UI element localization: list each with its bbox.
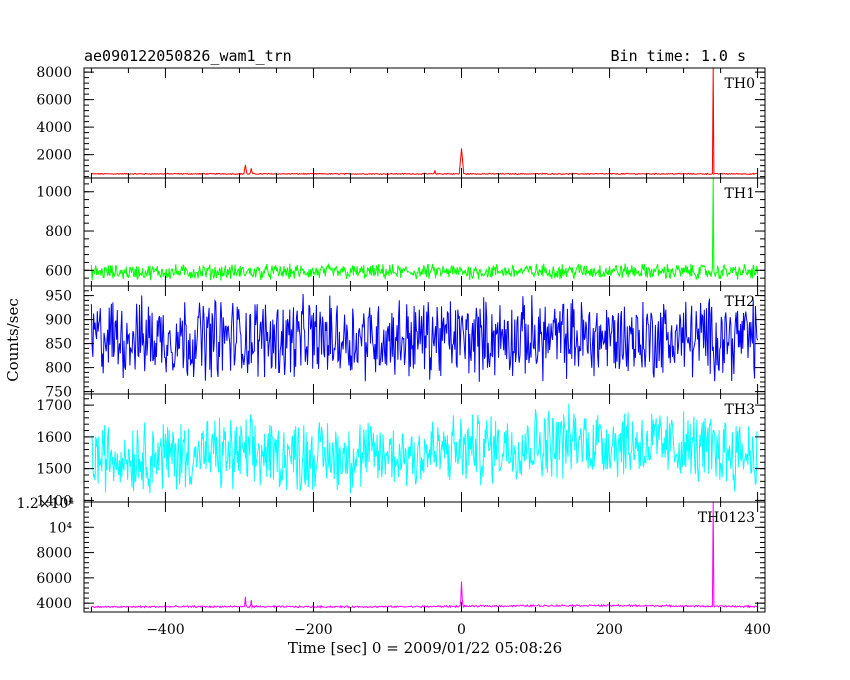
x-tick-label: 400 bbox=[744, 622, 771, 638]
bin-time-label: Bin time: 1.0 s bbox=[611, 47, 746, 65]
y-axis-label: Counts/sec bbox=[4, 298, 22, 382]
panel-label-th0: TH0 bbox=[725, 76, 755, 92]
x-tick-label: 0 bbox=[457, 622, 466, 638]
y-tick-label: 950 bbox=[45, 289, 72, 305]
y-tick-label: 600 bbox=[45, 263, 72, 279]
series-line-th3 bbox=[91, 403, 759, 494]
series-line-th2 bbox=[90, 293, 759, 382]
y-tick-label: 10⁴ bbox=[49, 520, 73, 536]
y-tick-label: 1700 bbox=[36, 398, 72, 414]
panel-label-th3: TH3 bbox=[725, 402, 755, 418]
y-tick-label: 800 bbox=[45, 361, 72, 377]
y-tick-label: 750 bbox=[45, 385, 72, 401]
y-tick-label: 1600 bbox=[36, 430, 72, 446]
y-tick-label: 2000 bbox=[36, 148, 72, 164]
series-line-th0123 bbox=[91, 502, 758, 610]
series-line-th0 bbox=[91, 68, 758, 176]
panel-label-th1: TH1 bbox=[725, 186, 755, 202]
x-axis-label: Time [sec] 0 = 2009/01/22 05:08:26 bbox=[288, 639, 562, 657]
x-tick-label: −400 bbox=[146, 622, 184, 638]
panel-th1: 600 800 1000 TH1 bbox=[36, 177, 766, 287]
panel-label-th2: TH2 bbox=[725, 294, 755, 310]
y-top-tick-label: 1.2×10⁴ bbox=[17, 496, 75, 512]
panel-th2: 750 800 850 900 950 TH2 bbox=[45, 285, 766, 401]
chart-title: ae090122050826_wam1_trn bbox=[84, 47, 292, 65]
y-tick-label: 4000 bbox=[36, 120, 72, 136]
y-tick-label: 850 bbox=[45, 337, 72, 353]
y-tick-label: 1500 bbox=[36, 462, 72, 478]
panel-th3: 1400 1500 1600 1700 TH3 bbox=[36, 393, 766, 509]
y-tick-label: 8000 bbox=[36, 65, 72, 81]
y-tick-label: 1000 bbox=[36, 185, 72, 201]
y-tick-label: 6000 bbox=[36, 571, 72, 587]
y-tick-label: 900 bbox=[45, 313, 72, 329]
panel-th0: 2000 4000 6000 8000 TH0 bbox=[36, 65, 766, 179]
panel-frame bbox=[83, 501, 766, 613]
y-tick-label: 6000 bbox=[36, 93, 72, 109]
x-tick-label: 200 bbox=[596, 622, 623, 638]
y-tick-label: 800 bbox=[45, 224, 72, 240]
panel-frame bbox=[83, 67, 766, 179]
y-tick-label: 8000 bbox=[36, 546, 72, 562]
y-tick-label: 4000 bbox=[36, 596, 72, 612]
y-tick-label: 1400 bbox=[36, 493, 72, 509]
series-line-th1 bbox=[90, 178, 759, 281]
panel-label-th0123: TH0123 bbox=[698, 510, 755, 526]
panel-th0123: 4000 6000 8000 10⁴ 1.2×10⁴ TH0123 bbox=[17, 496, 766, 613]
x-tick-label: −200 bbox=[294, 622, 332, 638]
